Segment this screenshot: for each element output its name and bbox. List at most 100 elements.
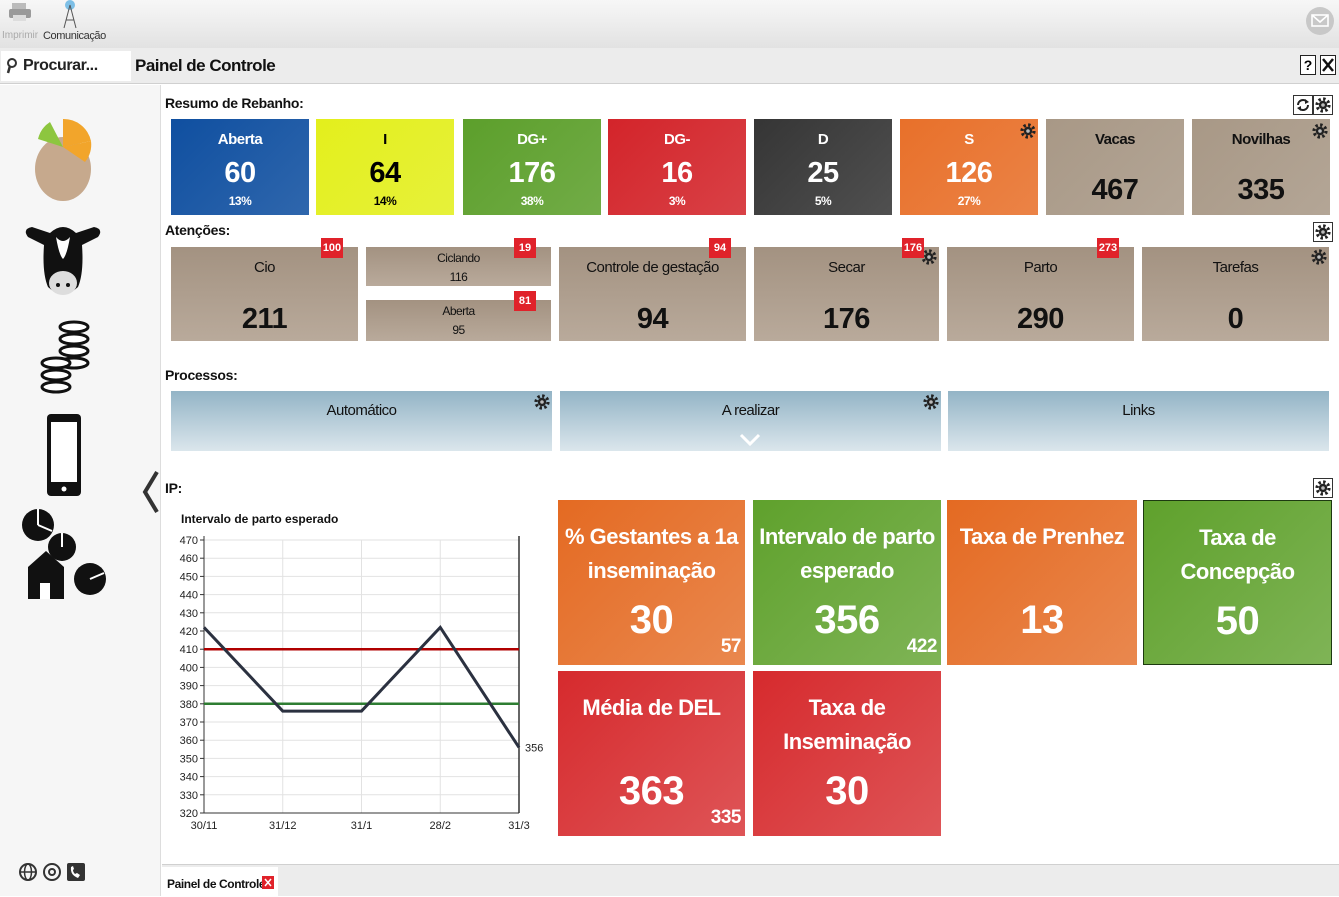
expand-icon[interactable] — [739, 433, 761, 447]
ip-card-title: Intervalo de parto esperado — [759, 524, 935, 583]
ip-card[interactable]: Taxa de Prenhez 13 — [947, 500, 1137, 665]
process-label: A realizar — [721, 402, 780, 419]
settings-icon[interactable] — [1315, 224, 1331, 240]
ip-card-title: % Gestantes a 1a inseminação — [565, 524, 738, 583]
card-value: 16 — [661, 157, 693, 189]
settings-icon[interactable] — [1312, 123, 1328, 139]
card-value: 25 — [807, 157, 839, 189]
chart-title: Intervalo de parto esperado — [181, 512, 338, 526]
process-button[interactable]: Automático — [171, 391, 552, 451]
settings-button[interactable] — [1313, 478, 1333, 498]
help-button[interactable]: ? — [1300, 55, 1316, 75]
herd-card[interactable]: DG- 16 3% — [608, 119, 746, 215]
y-tick-label: 320 — [180, 808, 198, 820]
badge: 273 — [1097, 238, 1119, 258]
y-tick-label: 390 — [180, 681, 198, 693]
print-button[interactable]: Imprimir — [2, 30, 39, 41]
ip-card[interactable]: Taxa de Concepção 50 — [1143, 500, 1332, 665]
card-value: 290 — [1017, 303, 1064, 335]
sidebar — [0, 85, 161, 896]
search-box[interactable]: Procurar... — [1, 51, 131, 81]
herd-card[interactable]: Novilhas 335 — [1192, 119, 1330, 215]
ip-card-title: Média de DEL — [582, 695, 721, 720]
ip-card[interactable]: Intervalo de parto esperado 356 422 — [753, 500, 941, 665]
process-label: Links — [1122, 402, 1155, 419]
attention-card[interactable]: Aberta 95 — [366, 300, 551, 343]
herd-card[interactable]: S 126 27% — [900, 119, 1038, 215]
card-label: Parto — [1023, 259, 1058, 276]
card-label: DG- — [664, 131, 691, 148]
process-button[interactable]: A realizar — [560, 391, 941, 451]
settings-icon[interactable] — [921, 249, 937, 265]
antenna-icon[interactable] — [60, 0, 80, 30]
phone-icon[interactable] — [46, 413, 82, 497]
search-placeholder: Procurar... — [23, 57, 98, 74]
card-percent: 3% — [668, 194, 686, 208]
card-label: Vacas — [1094, 131, 1136, 148]
ip-card[interactable]: % Gestantes a 1a inseminação 30 57 — [558, 500, 745, 665]
settings-icon[interactable] — [1311, 249, 1327, 265]
tab[interactable]: Painel de Controle — [162, 867, 278, 897]
x-tick-label: 28/2 — [430, 820, 451, 832]
card-value: 467 — [1091, 174, 1139, 206]
settings-icon[interactable] — [534, 394, 550, 410]
settings-button[interactable] — [1313, 222, 1333, 242]
cow-icon[interactable] — [22, 215, 104, 301]
y-tick-label: 350 — [180, 753, 198, 765]
y-tick-label: 440 — [180, 590, 198, 602]
x-tick-label: 31/3 — [508, 820, 529, 832]
card-value: 211 — [241, 303, 288, 335]
herd-card[interactable]: D 25 5% — [754, 119, 892, 215]
refresh-icon — [1297, 99, 1309, 111]
herd-icon[interactable] — [30, 117, 96, 203]
y-tick-label: 330 — [180, 790, 198, 802]
card-value: 64 — [369, 157, 401, 189]
communication-button[interactable]: Comunicação — [43, 30, 106, 42]
attention-card[interactable]: Cio 211 — [171, 247, 358, 343]
settings-button[interactable] — [1313, 95, 1333, 115]
farm-icon[interactable] — [20, 507, 108, 602]
refresh-button[interactable] — [1293, 95, 1313, 115]
attention-card[interactable]: Secar 176 — [754, 247, 939, 343]
ip-card[interactable]: Média de DEL 363 335 — [558, 671, 745, 836]
section-title: IP: — [165, 480, 182, 496]
mail-icon[interactable] — [1305, 4, 1335, 38]
herd-card[interactable]: Vacas 467 — [1046, 119, 1184, 215]
settings-icon[interactable] — [1020, 123, 1036, 139]
tab-label: Painel de Controle — [167, 877, 266, 891]
ip-card-value: 13 — [1020, 598, 1064, 642]
settings-icon[interactable] — [923, 394, 939, 410]
card-label: Tarefas — [1212, 259, 1259, 276]
section-title: Processos: — [165, 367, 238, 383]
settings-icon[interactable] — [1315, 480, 1331, 496]
process-label: Automático — [326, 402, 397, 419]
card-label: D — [817, 131, 829, 148]
close-button[interactable] — [1320, 55, 1336, 75]
badge: 100 — [321, 238, 343, 258]
search-icon — [6, 58, 17, 74]
print-icon[interactable] — [8, 2, 32, 22]
collapse-sidebar[interactable] — [141, 470, 159, 514]
tab-close[interactable] — [262, 876, 274, 889]
herd-card[interactable]: I 64 14% — [316, 119, 454, 215]
attention-card[interactable]: Ciclando 116 — [366, 247, 551, 288]
herd-card[interactable]: Aberta 60 13% — [171, 119, 309, 215]
contact-icons[interactable] — [18, 861, 88, 883]
card-label: Secar — [828, 259, 865, 276]
attention-card[interactable]: Tarefas 0 — [1142, 247, 1329, 343]
card-percent: 38% — [520, 194, 544, 208]
y-tick-label: 470 — [180, 535, 198, 547]
ip-card[interactable]: Taxa de Inseminação 30 — [753, 671, 941, 836]
attention-card[interactable]: Controle de gestação 94 — [559, 247, 746, 343]
ip-card-title: Taxa de Concepção — [1180, 525, 1295, 584]
toolbar: Imprimir Comunicação — [0, 0, 1339, 48]
card-percent: 27% — [957, 194, 981, 208]
process-button[interactable]: Links — [948, 391, 1329, 451]
settings-icon[interactable] — [1315, 97, 1331, 113]
card-label: Novilhas — [1231, 131, 1291, 148]
herd-card[interactable]: DG+ 176 38% — [463, 119, 601, 215]
card-value: 95 — [452, 323, 465, 337]
attention-card[interactable]: Parto 290 — [947, 247, 1134, 343]
coins-icon[interactable] — [36, 317, 92, 399]
